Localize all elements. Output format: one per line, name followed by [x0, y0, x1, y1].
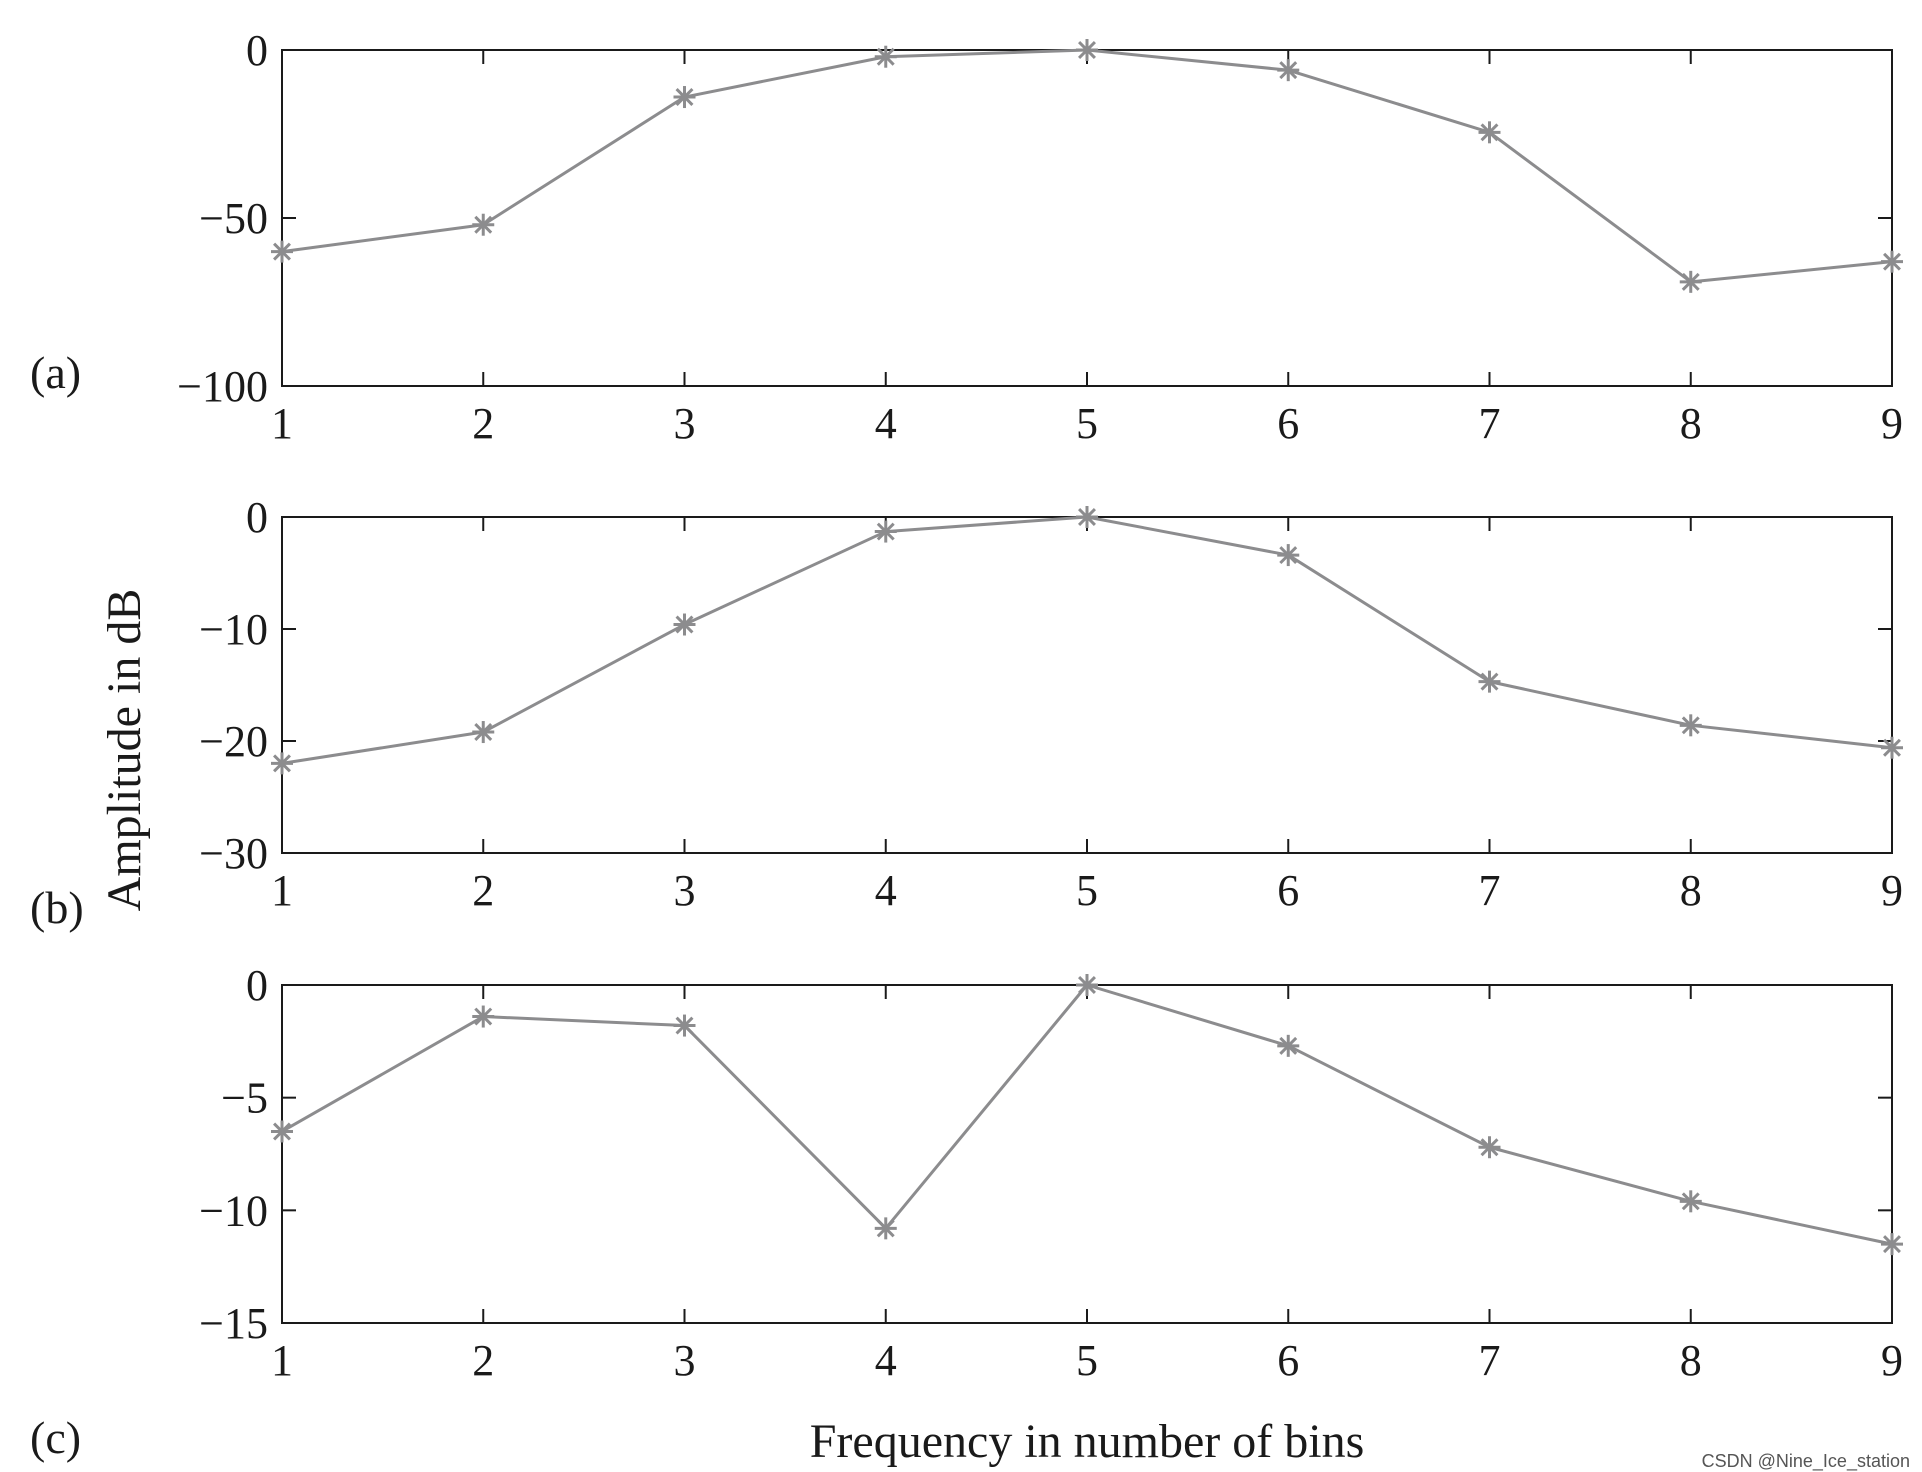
- watermark: CSDN @Nine_Ice_station: [1702, 1451, 1910, 1472]
- data-point: [472, 213, 495, 236]
- y-tick-label: −10: [199, 1186, 268, 1235]
- panels: 1 2 3 4 5 6 7 8 90−50−100(a)1 2 3 4 5 6 7 8 90−10−20−30(…: [30, 26, 1903, 1463]
- y-axis-label: Amplitude in dB: [98, 589, 151, 912]
- x-tick-label: 3: [674, 866, 696, 915]
- data-point: [874, 520, 897, 543]
- x-tick-label: 1: [271, 866, 293, 915]
- series-line: [281, 983, 1893, 1246]
- data-point: [271, 1120, 293, 1143]
- x-tick-label: 6: [1277, 866, 1299, 915]
- panel-label: (b): [30, 882, 84, 933]
- data-point: [673, 1014, 696, 1037]
- panel-label: (c): [30, 1412, 81, 1463]
- y-tick-label: 0: [246, 493, 268, 542]
- y-tick-label: 0: [246, 961, 268, 1010]
- data-point: [1478, 670, 1501, 693]
- x-tick-label: 2: [472, 1336, 494, 1385]
- x-tick-label: 7: [1479, 1336, 1501, 1385]
- x-tick-label: 4: [875, 1336, 897, 1385]
- x-tick-label: 8: [1680, 1336, 1702, 1385]
- x-tick-label: 8: [1680, 866, 1702, 915]
- y-tick-label: 0: [246, 26, 268, 75]
- panel-label: (a): [30, 347, 81, 398]
- x-tick-label: 2: [472, 866, 494, 915]
- data-point: [1478, 1136, 1501, 1159]
- y-tick-label: −30: [199, 829, 268, 878]
- x-tick-label: 9: [1881, 866, 1903, 915]
- data-point: [874, 45, 897, 68]
- data-point: [271, 240, 293, 263]
- data-point: [1881, 1233, 1903, 1256]
- data-point: [673, 86, 696, 109]
- x-axis-label: Frequency in number of bins: [810, 1415, 1365, 1468]
- x-tick-label: 7: [1479, 399, 1501, 448]
- data-point: [1277, 1034, 1300, 1057]
- data-point: [1478, 121, 1501, 144]
- x-tick-label: 5: [1076, 1336, 1098, 1385]
- data-point: [1076, 39, 1098, 61]
- x-tick-label: 1: [271, 399, 293, 448]
- x-tick-label: 5: [1076, 399, 1098, 448]
- series-line: [281, 515, 1893, 765]
- data-point: [1076, 506, 1098, 528]
- x-tick-label: 3: [674, 399, 696, 448]
- x-tick-label: 4: [875, 399, 897, 448]
- data-point: [1881, 250, 1903, 273]
- series-line: [281, 48, 1893, 284]
- x-tick-label: 4: [875, 866, 897, 915]
- y-tick-label: −50: [199, 194, 268, 243]
- data-point: [874, 1217, 897, 1240]
- x-tick-label: 8: [1680, 399, 1702, 448]
- y-tick-label: −20: [199, 717, 268, 766]
- x-tick-label: 5: [1076, 866, 1098, 915]
- y-tick-label: −100: [177, 362, 268, 411]
- x-tick-label: 7: [1479, 866, 1501, 915]
- plot-frame: [281, 49, 1893, 387]
- data-point: [673, 613, 696, 636]
- data-point: [1679, 714, 1702, 737]
- data-point: [472, 1005, 495, 1028]
- panel-c: 1 2 3 4 5 6 7 8 9 0 −5 −10 −15: [199, 961, 1903, 1385]
- plot-frame: [281, 984, 1893, 1324]
- x-tick-label: 6: [1277, 399, 1299, 448]
- x-tick-label: 6: [1277, 1336, 1299, 1385]
- x-tick-label: 2: [472, 399, 494, 448]
- data-point: [472, 721, 495, 744]
- panel-b: 1 2 3 4 5 6 7 8 9 0 −10 −20 −30: [199, 493, 1903, 915]
- data-point: [1679, 1190, 1702, 1213]
- x-tick-label: 9: [1881, 399, 1903, 448]
- x-tick-label: 3: [674, 1336, 696, 1385]
- y-tick-label: −5: [221, 1074, 268, 1123]
- plot-frame: [281, 516, 1893, 854]
- x-tick-label: 9: [1881, 1336, 1903, 1385]
- x-tick-label: 1: [271, 1336, 293, 1385]
- y-tick-label: −10: [199, 605, 268, 654]
- panel-a: 1 2 3 4 5 6 7 8 9 0 −50 −100: [177, 26, 1903, 448]
- y-tick-label: −15: [199, 1299, 268, 1348]
- data-point: [271, 752, 293, 775]
- data-point: [1277, 544, 1300, 567]
- data-point: [1679, 270, 1702, 293]
- data-point: [1277, 59, 1300, 82]
- data-point: [1881, 736, 1903, 759]
- data-point: [1076, 974, 1098, 996]
